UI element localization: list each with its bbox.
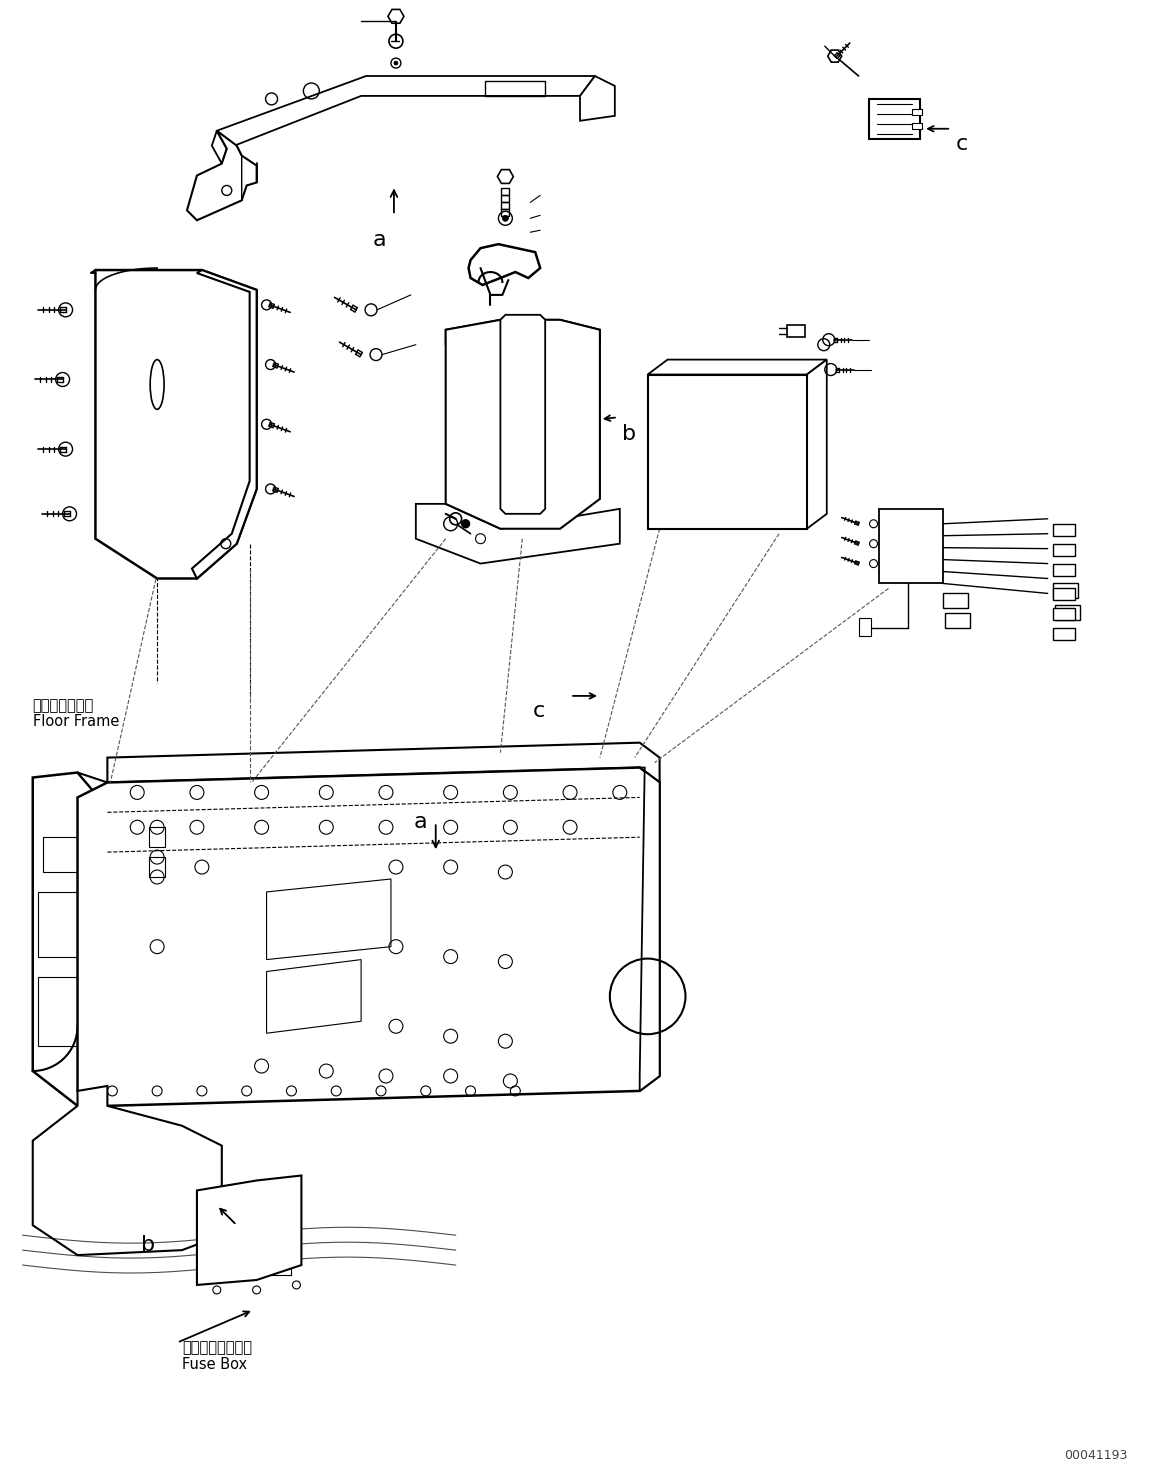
Text: 00041193: 00041193 <box>1064 1448 1127 1462</box>
Bar <box>202 1195 292 1275</box>
Bar <box>869 98 920 139</box>
Text: c: c <box>533 701 545 721</box>
Bar <box>1053 523 1075 535</box>
Bar <box>1053 544 1075 556</box>
Bar <box>787 325 805 337</box>
Bar <box>43 837 78 872</box>
Polygon shape <box>648 359 827 374</box>
Text: Floor Frame: Floor Frame <box>33 714 119 729</box>
Bar <box>1055 605 1079 620</box>
Bar <box>501 202 509 210</box>
Polygon shape <box>192 270 257 579</box>
Bar <box>501 195 509 202</box>
Polygon shape <box>78 743 659 808</box>
Bar <box>1053 608 1075 620</box>
Bar <box>501 189 509 195</box>
Polygon shape <box>640 768 659 1091</box>
Bar <box>149 858 165 877</box>
Bar <box>1053 629 1075 641</box>
Bar <box>37 976 92 1047</box>
Circle shape <box>394 62 398 65</box>
Ellipse shape <box>150 359 164 409</box>
Text: a: a <box>372 230 386 251</box>
Polygon shape <box>216 76 595 148</box>
Bar <box>207 1201 286 1270</box>
Text: c: c <box>956 133 969 154</box>
Polygon shape <box>187 130 257 220</box>
Polygon shape <box>500 315 545 513</box>
Bar <box>878 509 943 583</box>
Polygon shape <box>91 270 202 273</box>
Bar <box>149 827 165 847</box>
Circle shape <box>502 216 508 221</box>
Bar <box>485 81 545 95</box>
Polygon shape <box>33 773 107 1105</box>
Polygon shape <box>95 270 257 579</box>
Bar <box>1053 588 1075 601</box>
Polygon shape <box>33 1086 222 1255</box>
Text: a: a <box>414 812 428 833</box>
Circle shape <box>462 520 470 528</box>
Polygon shape <box>445 320 600 345</box>
Bar <box>912 123 922 129</box>
Bar <box>1053 583 1077 598</box>
Text: Fuse Box: Fuse Box <box>181 1356 247 1372</box>
Polygon shape <box>580 76 615 120</box>
Text: フューズボックス: フューズボックス <box>181 1340 252 1355</box>
Bar <box>450 340 495 419</box>
Bar <box>648 374 807 529</box>
Polygon shape <box>807 359 827 529</box>
Polygon shape <box>212 130 227 164</box>
Bar <box>912 108 922 114</box>
Text: b: b <box>141 1236 155 1255</box>
Text: b: b <box>622 424 636 444</box>
Polygon shape <box>197 1176 301 1286</box>
Polygon shape <box>469 245 540 284</box>
Text: フロアフレーム: フロアフレーム <box>33 698 94 712</box>
Bar <box>858 619 871 636</box>
Bar <box>1053 563 1075 576</box>
Bar <box>943 594 968 608</box>
Bar <box>37 891 92 957</box>
Polygon shape <box>445 320 600 529</box>
Bar <box>946 613 970 629</box>
Polygon shape <box>78 768 659 1105</box>
Bar <box>501 210 509 217</box>
Polygon shape <box>416 504 620 563</box>
Bar <box>884 513 939 579</box>
